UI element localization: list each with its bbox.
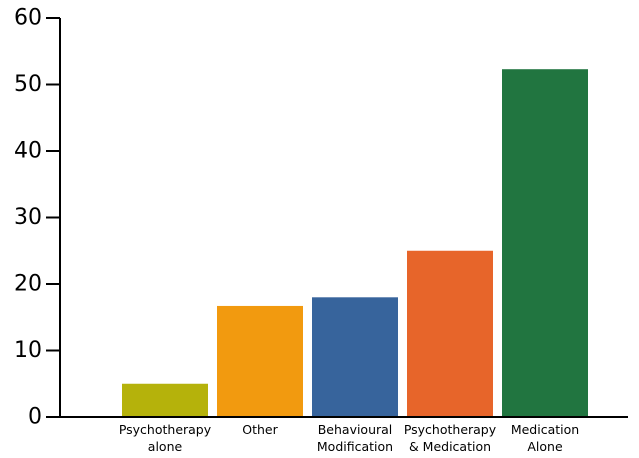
y-tick-label: 60 [14, 6, 42, 31]
category-label: Medication Alone [511, 422, 579, 454]
category-label-line: alone [148, 439, 183, 454]
bar [217, 305, 303, 417]
category-label: Behavioural Modification [317, 422, 393, 454]
category-label-line: Psychotherapy [119, 422, 212, 437]
category-label-line: Alone [527, 439, 563, 454]
chart-axes [59, 18, 628, 418]
bars [122, 69, 588, 417]
category-label-line: Modification [317, 439, 393, 454]
y-tick-label: 20 [14, 272, 42, 297]
bar [502, 69, 588, 417]
bar [312, 297, 398, 417]
y-tick-label: 30 [14, 205, 42, 230]
category-label-line: Medication [511, 422, 579, 437]
category-label-line: & Medication [409, 439, 491, 454]
y-tick-label: 0 [28, 405, 42, 430]
category-label-line: Behavioural [318, 422, 393, 437]
y-tick-label: 40 [14, 139, 42, 164]
category-label: Psychotherapy alone [119, 422, 212, 454]
category-label-line: Psychotherapy [404, 422, 497, 437]
bar [122, 383, 208, 417]
bar [407, 250, 493, 417]
y-tick-label: 10 [14, 338, 42, 363]
y-axis-ticks: 0 10 20 30 40 50 60 [14, 6, 60, 430]
category-labels: Psychotherapy alone Other Behavioural Modifi… [119, 422, 579, 454]
category-label: Psychotherapy & Medication [404, 422, 497, 454]
y-tick-label: 50 [14, 72, 42, 97]
category-label: Other [242, 422, 278, 437]
category-label-line: Other [242, 422, 278, 437]
